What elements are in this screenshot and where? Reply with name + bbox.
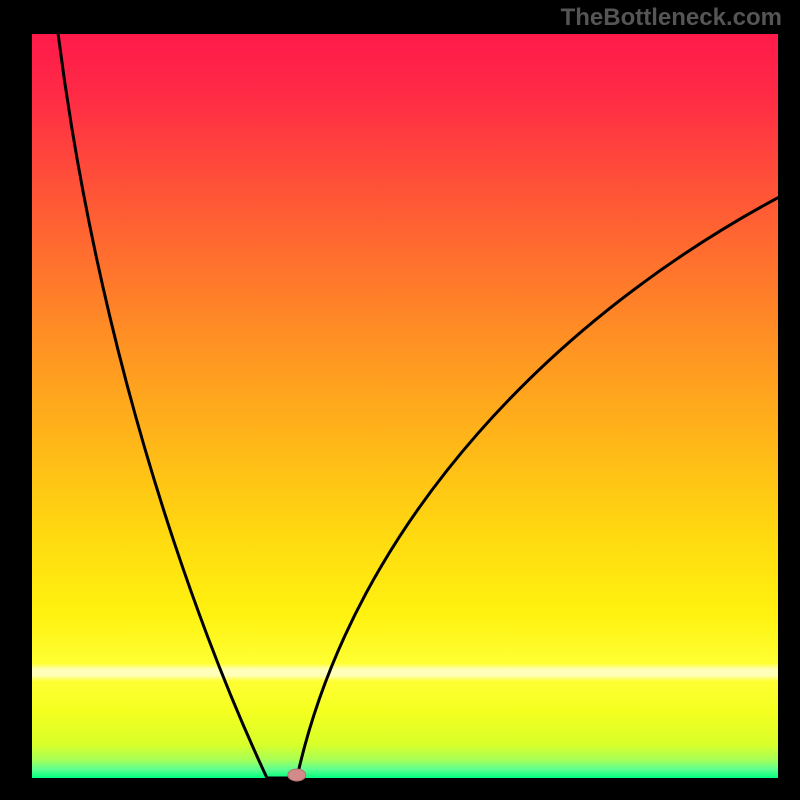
optimal-point-marker [288, 769, 306, 781]
gradient-plot-area [32, 34, 778, 778]
bottleneck-chart [0, 0, 800, 800]
chart-container: TheBottleneck.com [0, 0, 800, 800]
watermark-text: TheBottleneck.com [561, 4, 782, 32]
